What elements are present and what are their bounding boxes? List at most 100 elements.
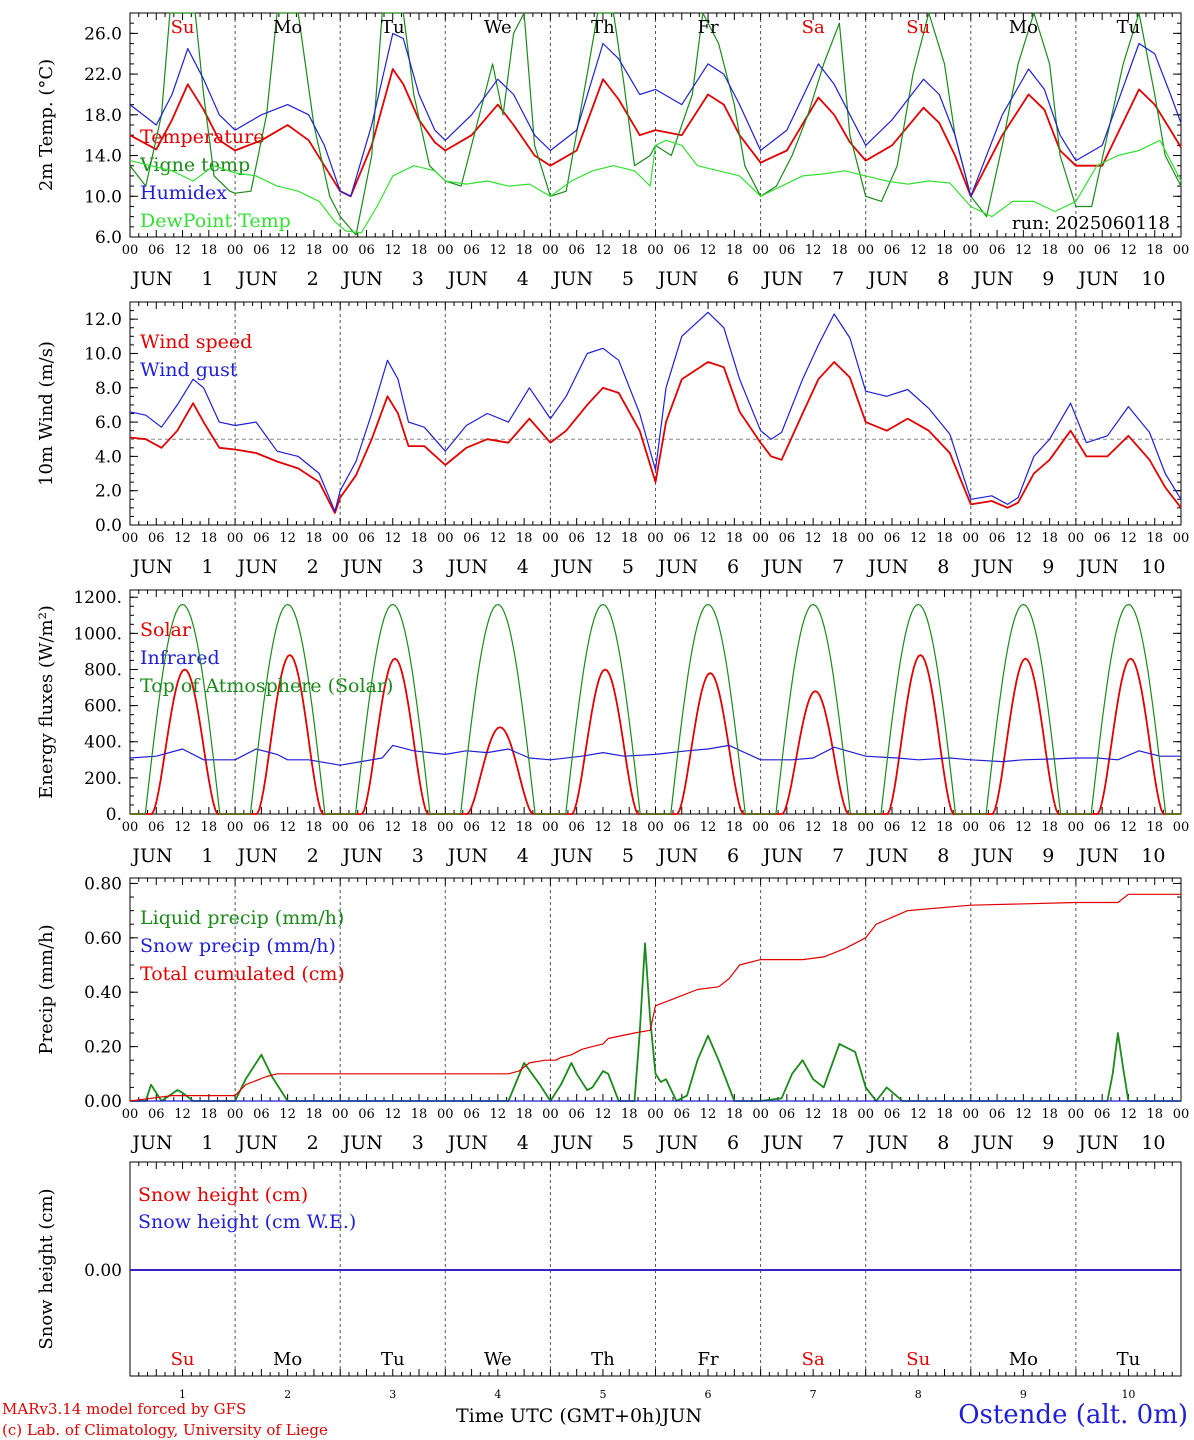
weekday-label: Su	[171, 17, 195, 38]
hour-tick-label: 12	[805, 531, 822, 546]
legend-entry: Humidex	[140, 182, 227, 204]
day-month-label: JUN	[761, 268, 803, 290]
day-date-label: 4	[517, 268, 529, 290]
hour-tick-label: 06	[568, 1107, 585, 1122]
day-month-label: JUN	[236, 268, 278, 290]
hour-tick-label: 18	[1041, 820, 1058, 835]
day-month-label: JUN	[656, 556, 698, 578]
hour-tick-label: 18	[726, 820, 743, 835]
hour-tick-label: 06	[463, 1107, 480, 1122]
day-number: 1	[179, 1388, 186, 1401]
y-tick-label: 14.0	[84, 147, 122, 167]
y-tick-label: 1200.	[73, 588, 122, 608]
hour-tick-label: 18	[1041, 243, 1058, 258]
weekday-label: Tu	[381, 17, 405, 38]
legend-entry: Top of Atmosphere (Solar)	[140, 675, 393, 697]
day-number: 4	[494, 1388, 501, 1401]
hour-tick-label: 00	[542, 820, 559, 835]
y-axis-title: Snow height (cm)	[36, 1188, 57, 1349]
hour-tick-label: 00	[752, 1107, 769, 1122]
day-date-label: 1	[202, 556, 214, 578]
hour-tick-label: 00	[227, 243, 244, 258]
hour-tick-label: 06	[148, 531, 165, 546]
day-month-label: JUN	[551, 268, 593, 290]
day-date-label: 7	[832, 268, 844, 290]
hour-tick-label: 00	[227, 820, 244, 835]
hour-tick-label: 00	[227, 531, 244, 546]
weekday-label: Sa	[802, 1349, 825, 1370]
day-date-label: 5	[622, 1132, 634, 1154]
hour-tick-label: 18	[621, 531, 638, 546]
hour-tick-label: 06	[148, 1107, 165, 1122]
hour-tick-label: 00	[542, 243, 559, 258]
hour-tick-label: 18	[936, 1107, 953, 1122]
day-date-label: 7	[832, 556, 844, 578]
series-toa	[130, 603, 1181, 815]
hour-tick-label: 06	[884, 531, 901, 546]
day-date-label: 6	[727, 845, 739, 867]
day-month-label: JUN	[866, 1132, 908, 1154]
day-month-label: JUN	[971, 845, 1013, 867]
hour-tick-label: 12	[1120, 820, 1137, 835]
day-date-label: 9	[1042, 268, 1054, 290]
hour-tick-label: 18	[516, 820, 533, 835]
hour-tick-label: 12	[490, 243, 507, 258]
hour-tick-label: 00	[857, 820, 874, 835]
hour-tick-label: 18	[411, 531, 428, 546]
y-tick-label: 12.0	[84, 310, 122, 330]
hour-tick-label: 00	[963, 531, 980, 546]
hour-tick-label: 12	[174, 820, 191, 835]
hour-tick-label: 12	[595, 820, 612, 835]
panel-frame	[129, 589, 1182, 815]
panel-5: 0.00 Snow height (cm) Snow height (cm) Snow…	[36, 1161, 1182, 1401]
y-axis-title: Energy fluxes (W/m²)	[36, 605, 57, 799]
day-date-label: 3	[412, 845, 424, 867]
series-0	[129, 361, 1182, 514]
day-number: 10	[1121, 1388, 1135, 1401]
hour-tick-label: 06	[253, 531, 270, 546]
hour-tick-label: 12	[595, 531, 612, 546]
day-date-label: 5	[622, 845, 634, 867]
hour-tick-label: 00	[647, 820, 664, 835]
legend-entry: DewPoint Temp	[140, 210, 291, 232]
day-month-label: JUN	[761, 556, 803, 578]
hour-tick-label: 00	[332, 243, 349, 258]
hour-tick-label: 00	[122, 531, 139, 546]
weekday-label: Mo	[273, 17, 302, 38]
hour-tick-label: 18	[1146, 1107, 1163, 1122]
hour-tick-label: 00	[437, 531, 454, 546]
y-tick-label: 10.0	[84, 344, 122, 364]
weekday-label: Th	[591, 17, 615, 38]
panel-3: 0. 200. 400. 600. 800. 1000. 1200. Energy fluxe…	[36, 588, 1189, 867]
legend-entry: Wind speed	[140, 331, 252, 353]
y-tick-label: 1000.	[73, 624, 122, 644]
hour-tick-label: 18	[201, 243, 218, 258]
day-date-label: 10	[1141, 845, 1165, 867]
hour-tick-label: 18	[306, 820, 323, 835]
weekday-label: We	[484, 1349, 512, 1370]
hour-tick-label: 00	[857, 1107, 874, 1122]
hour-tick-label: 12	[174, 531, 191, 546]
day-date-label: 10	[1141, 556, 1165, 578]
day-month-label: JUN	[1076, 556, 1118, 578]
y-tick-label: 600.	[84, 697, 122, 717]
day-date-label: 4	[517, 1132, 529, 1154]
legend-entry: Vigne temp	[139, 154, 250, 176]
day-month-label: JUN	[341, 1132, 383, 1154]
hour-tick-label: 12	[1120, 531, 1137, 546]
hour-tick-label: 06	[989, 243, 1006, 258]
hour-tick-label: 12	[805, 1107, 822, 1122]
hour-tick-label: 18	[1146, 243, 1163, 258]
series-1	[129, 311, 1182, 512]
hour-tick-label: 12	[700, 820, 717, 835]
hour-tick-label: 12	[1015, 243, 1032, 258]
day-month-label: JUN	[341, 268, 383, 290]
day-month-label: JUN	[446, 845, 488, 867]
day-month-label: JUN	[551, 845, 593, 867]
hour-tick-label: 12	[490, 820, 507, 835]
hour-tick-label: 06	[358, 531, 375, 546]
day-month-label: JUN	[130, 556, 172, 578]
hour-tick-label: 06	[779, 531, 796, 546]
